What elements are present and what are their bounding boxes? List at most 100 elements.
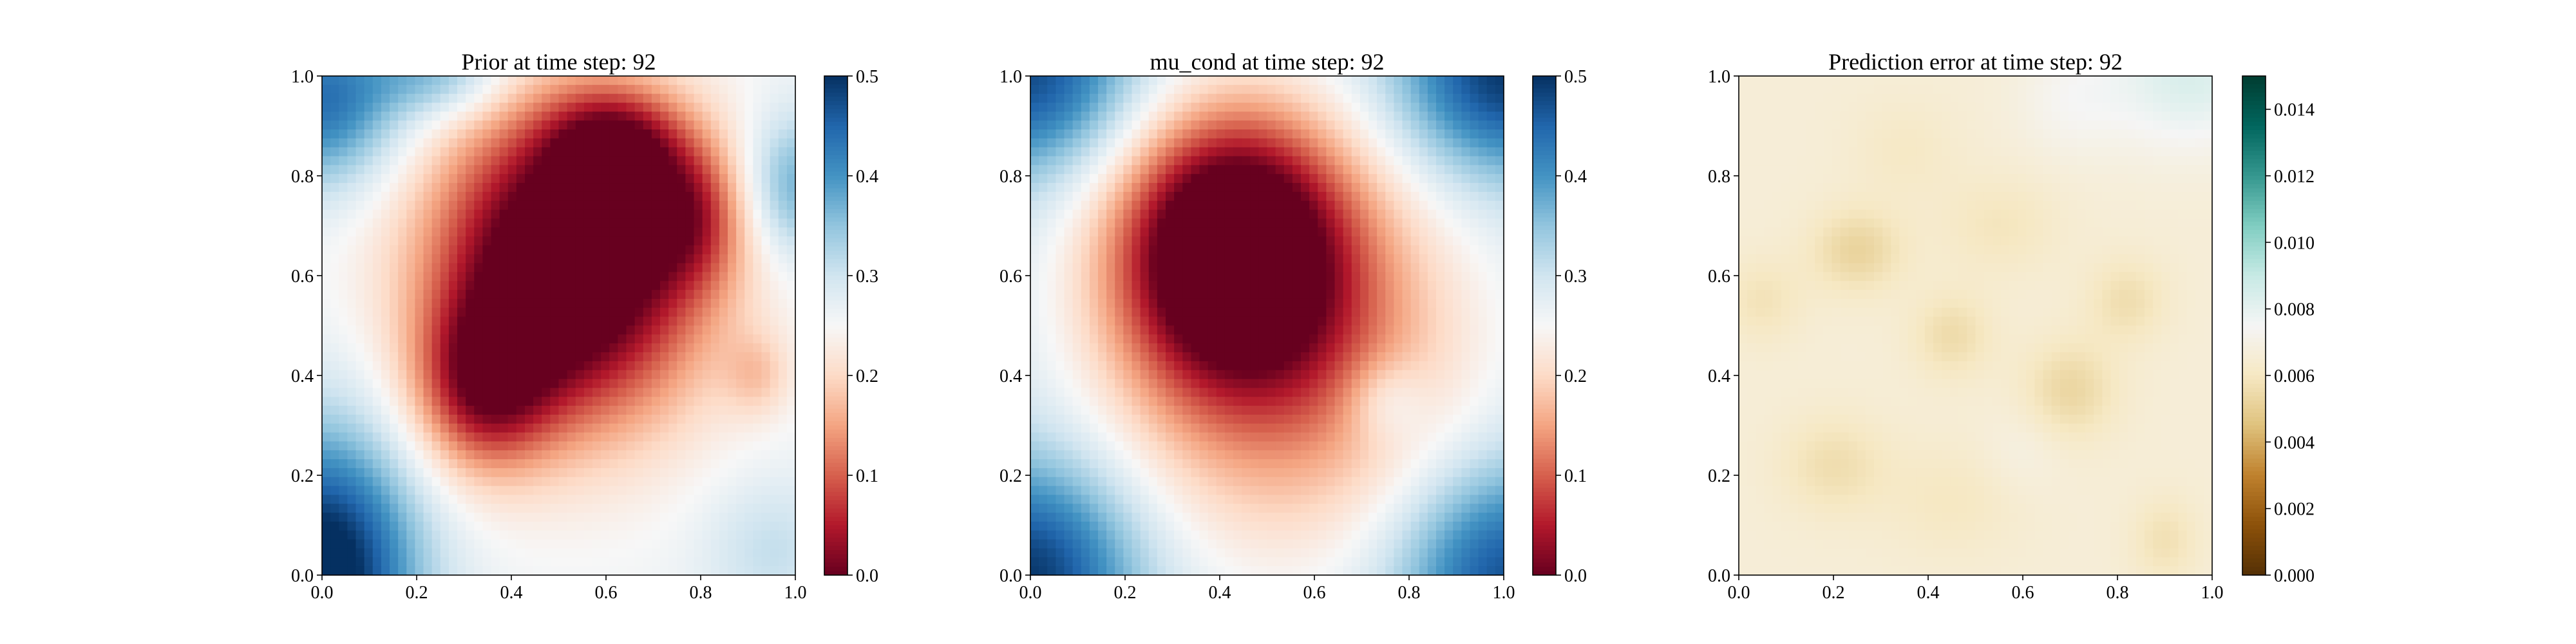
- heatmap-cell: [778, 486, 788, 496]
- heatmap-cell: [507, 388, 517, 397]
- colorbar-segment: [824, 292, 848, 297]
- heatmap-cell: [558, 406, 568, 415]
- heatmap-cell: [761, 432, 771, 442]
- heatmap-cell: [719, 513, 728, 522]
- heatmap-cell: [406, 76, 415, 86]
- heatmap-cell: [753, 209, 762, 220]
- heatmap-cell: [677, 183, 686, 193]
- heatmap-cell: [364, 254, 374, 264]
- heatmap-cell: [1427, 183, 1437, 193]
- heatmap-cell: [736, 450, 745, 460]
- heatmap-cell: [448, 325, 458, 335]
- heatmap-cell: [1056, 84, 1065, 95]
- heatmap-cell: [355, 334, 365, 344]
- heatmap-cell: [634, 450, 644, 460]
- heatmap-cell: [415, 298, 424, 308]
- heatmap-cell: [415, 183, 424, 193]
- heatmap-cell: [322, 397, 331, 406]
- heatmap-cell: [575, 539, 585, 549]
- heatmap-cell: [1351, 209, 1361, 220]
- heatmap-cell: [1106, 156, 1115, 166]
- heatmap-cell: [1224, 165, 1234, 175]
- heatmap-cell: [736, 102, 745, 112]
- heatmap-cell: [1157, 343, 1166, 353]
- heatmap-cell: [466, 138, 475, 148]
- heatmap-cell: [330, 504, 339, 513]
- heatmap-cell: [1208, 138, 1217, 148]
- heatmap-cell: [330, 263, 339, 273]
- heatmap-cell: [533, 370, 542, 380]
- heatmap-cell: [786, 370, 796, 380]
- heatmap-cell: [567, 468, 576, 478]
- heatmap-cell: [1039, 218, 1048, 228]
- heatmap-cell: [1224, 298, 1234, 308]
- heatmap-cell: [491, 307, 500, 317]
- heatmap-cell: [694, 93, 703, 104]
- heatmap-cell: [1030, 102, 1039, 112]
- heatmap-cell: [728, 459, 737, 469]
- heatmap-cell: [347, 441, 357, 451]
- heatmap-cell: [651, 183, 661, 193]
- heatmap-cell: [626, 156, 636, 166]
- heatmap-cell: [499, 343, 509, 353]
- heatmap-cell: [491, 397, 500, 406]
- heatmap-cell: [516, 111, 526, 121]
- heatmap-cell: [677, 504, 686, 513]
- heatmap-cell: [533, 504, 542, 513]
- heatmap-cell: [1359, 165, 1369, 175]
- heatmap-cell: [710, 245, 720, 255]
- heatmap-cell: [575, 156, 585, 166]
- heatmap-cell: [372, 263, 382, 273]
- heatmap-cell: [1453, 174, 1462, 184]
- heatmap-cell: [355, 138, 365, 148]
- heatmap-cell: [643, 307, 652, 317]
- heatmap-cell: [728, 129, 737, 139]
- heatmap-cell: [1377, 120, 1386, 130]
- heatmap-cell: [592, 397, 601, 406]
- heatmap-cell: [1453, 191, 1462, 202]
- heatmap-cell: [381, 174, 390, 184]
- heatmap-cell: [728, 566, 737, 576]
- heatmap-cell: [786, 557, 796, 567]
- heatmap-cell: [778, 504, 788, 513]
- heatmap-cell: [1081, 236, 1090, 246]
- heatmap-cell: [516, 102, 526, 112]
- colorbar-segment: [824, 300, 848, 305]
- heatmap-cell: [778, 254, 788, 264]
- heatmap-cell: [448, 129, 458, 139]
- heatmap-cell: [1030, 227, 1039, 237]
- heatmap-cell: [728, 183, 737, 193]
- heatmap-cell: [1427, 147, 1437, 157]
- heatmap-cell: [1326, 245, 1336, 255]
- heatmap-cell: [466, 307, 475, 317]
- heatmap-cell: [1098, 165, 1107, 175]
- heatmap-cell: [643, 521, 652, 531]
- heatmap-cell: [558, 513, 568, 522]
- heatmap-cell: [507, 539, 517, 549]
- heatmap-cell: [1301, 191, 1310, 202]
- heatmap-cell: [618, 343, 627, 353]
- heatmap-cell: [482, 209, 492, 220]
- heatmap-cell: [677, 557, 686, 567]
- heatmap-cell: [744, 236, 753, 246]
- colorbar-segment: [824, 321, 848, 327]
- heatmap-cell: [474, 414, 483, 424]
- heatmap-cell: [786, 477, 796, 487]
- heatmap-cell: [398, 111, 407, 121]
- heatmap-cell: [660, 254, 669, 264]
- heatmap-cell: [1444, 334, 1454, 344]
- heatmap-cell: [364, 263, 374, 273]
- heatmap-cell: [567, 281, 576, 290]
- heatmap-cell: [533, 183, 542, 193]
- heatmap-cell: [601, 165, 610, 175]
- heatmap-cell: [1470, 281, 1479, 290]
- heatmap-cell: [592, 93, 601, 104]
- heatmap-cell: [1123, 129, 1133, 139]
- heatmap-cell: [1444, 138, 1454, 148]
- heatmap-cell: [364, 486, 374, 496]
- heatmap-cell: [744, 209, 753, 220]
- heatmap-cell: [728, 254, 737, 264]
- heatmap-cell: [1056, 200, 1065, 211]
- heatmap-cell: [507, 272, 517, 281]
- heatmap-cell: [1106, 334, 1115, 344]
